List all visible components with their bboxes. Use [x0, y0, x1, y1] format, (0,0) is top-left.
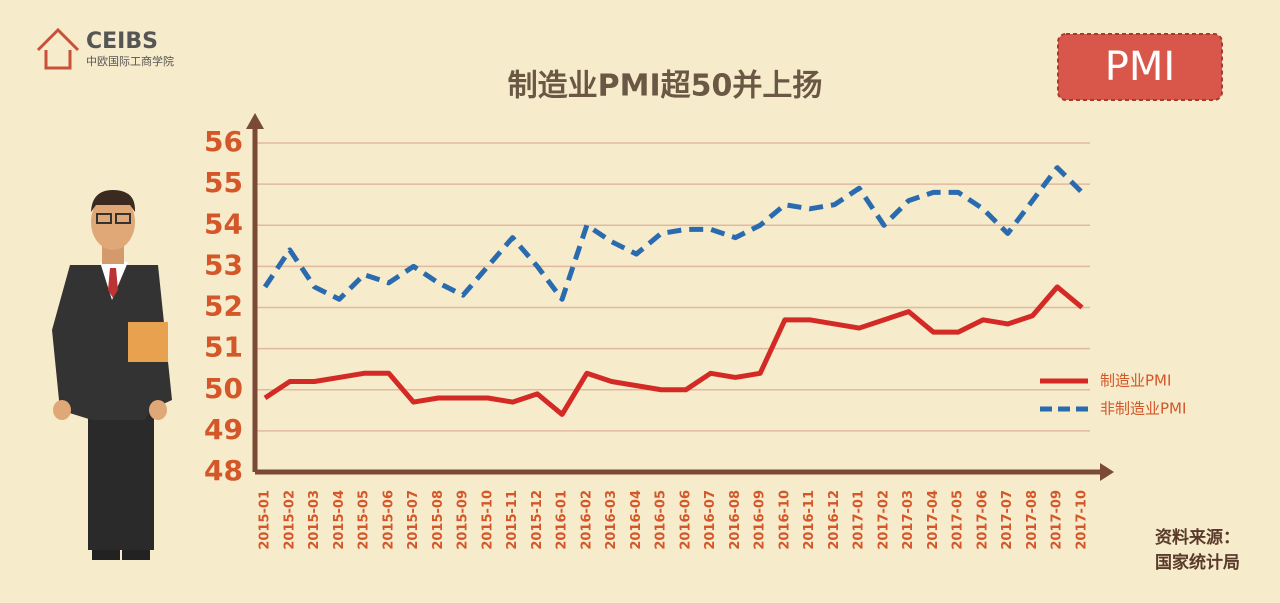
series-line [263, 284, 1084, 417]
x-tick-label: 2016-03 [604, 490, 619, 550]
logo-subtitle: 中欧国际工商学院 [86, 54, 174, 68]
x-axis-arrow [1100, 463, 1114, 481]
x-tick-label: 2015-12 [530, 490, 545, 550]
y-tick-label: 48 [204, 454, 243, 487]
person-illustration [52, 190, 172, 560]
plot-area: 48 49 50 51 52 53 54 55 56 2015-01 2015-02 2015-03 2… [204, 113, 1186, 550]
x-tick-label: 2015-02 [282, 490, 297, 550]
x-tick-label: 2016-07 [703, 490, 718, 550]
x-tick-label: 2016-11 [802, 490, 817, 550]
x-tick-label: 2017-04 [926, 490, 941, 550]
x-tick-label: 2017-08 [1025, 490, 1040, 550]
x-tick-label: 2015-10 [480, 490, 495, 550]
x-tick-label: 2016-05 [654, 490, 669, 550]
x-tick-label: 2016-09 [753, 490, 768, 550]
x-tick-label: 2017-05 [951, 490, 966, 550]
x-tick-label: 2016-12 [827, 490, 842, 550]
x-tick-label: 2016-04 [629, 490, 644, 550]
y-tick-label: 53 [204, 248, 243, 281]
x-tick-label: 2015-01 [258, 490, 273, 550]
legend-label: 制造业PMI [1100, 372, 1171, 390]
x-tick-label: 2017-06 [975, 490, 990, 550]
y-tick-label: 50 [204, 372, 243, 405]
x-tick-label: 2015-07 [406, 490, 421, 550]
y-tick-label: 54 [204, 207, 243, 240]
x-tick-label: 2015-04 [332, 490, 347, 550]
badge [1057, 33, 1223, 101]
source-name: 国家统计局 [1155, 552, 1240, 573]
y-tick-label: 56 [204, 125, 243, 158]
x-tick-label: 2015-03 [307, 490, 322, 550]
x-tick-label: 2017-03 [901, 490, 916, 550]
badge-text: PMI [1105, 44, 1175, 90]
x-tick-label: 2015-08 [431, 490, 446, 550]
y-tick-label: 49 [204, 413, 243, 446]
y-tick-label: 55 [204, 166, 243, 199]
source-label: 资料来源： [1155, 527, 1240, 548]
x-tick-label: 2015-09 [456, 490, 471, 550]
x-tick-label: 2017-07 [1000, 490, 1015, 550]
x-tick-label: 2017-09 [1050, 490, 1065, 550]
x-tick-label: 2015-06 [381, 490, 396, 550]
x-tick-label: 2017-10 [1075, 490, 1090, 550]
x-tick-label: 2016-06 [678, 490, 693, 550]
logo-name: CEIBS [86, 29, 158, 54]
x-tick-label: 2017-02 [876, 490, 891, 550]
x-tick-label: 2015-11 [505, 490, 520, 550]
x-tick-label: 2016-10 [777, 490, 792, 550]
x-tick-label: 2016-08 [728, 490, 743, 550]
x-tick-label: 2015-05 [357, 490, 372, 550]
x-tick-label: 2016-02 [579, 490, 594, 550]
y-tick-label: 51 [204, 331, 243, 364]
logo: CEIBS 中欧国际工商学院 [36, 27, 174, 70]
x-tick-label: 2016-01 [555, 490, 570, 550]
legend-label: 非制造业PMI [1100, 400, 1186, 418]
series-line [262, 165, 1084, 302]
chart-title: 制造业PMI超50并上扬 [508, 69, 823, 104]
x-tick-label: 2017-01 [852, 490, 867, 550]
y-tick-label: 52 [204, 290, 243, 323]
y-axis-arrow [246, 113, 264, 129]
